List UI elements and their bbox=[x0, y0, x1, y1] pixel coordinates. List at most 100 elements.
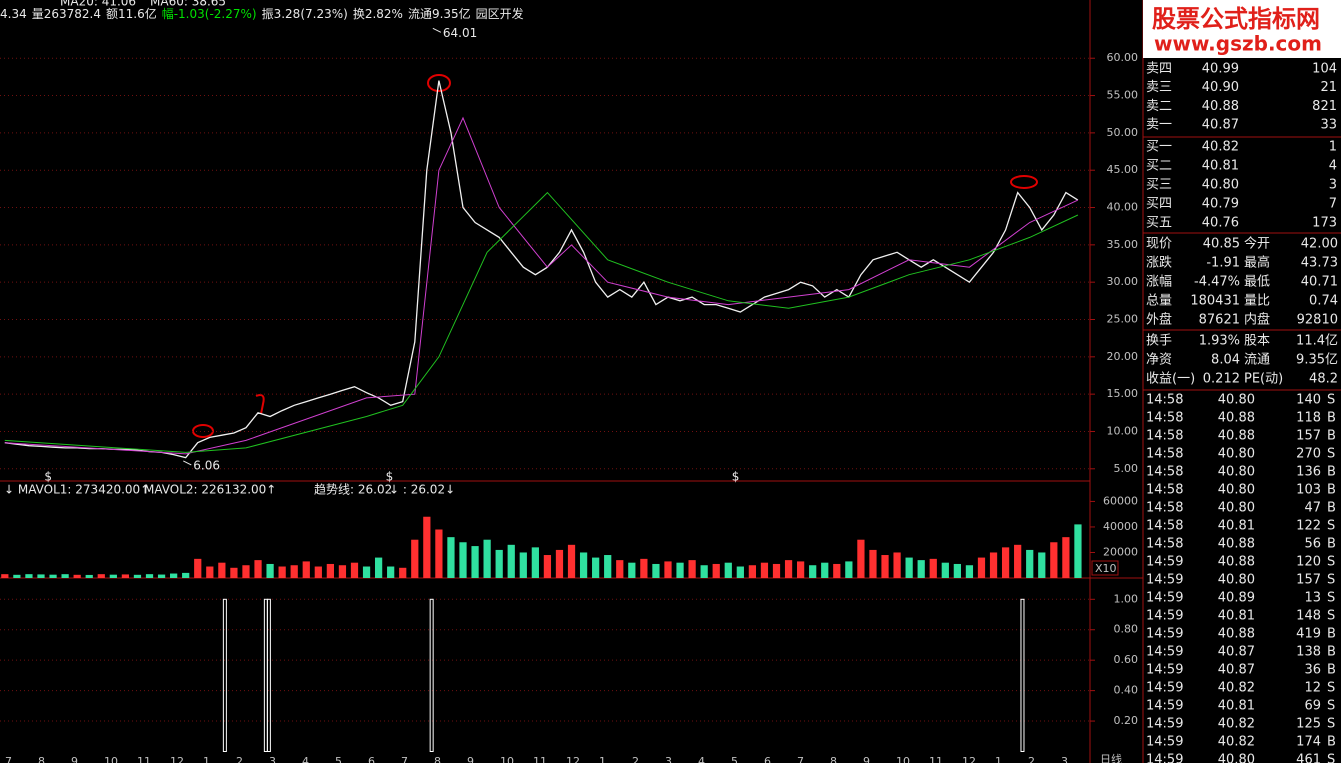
tick-volume: 12 bbox=[1304, 681, 1321, 696]
x-tick-label: 12 bbox=[170, 755, 184, 763]
x-tick-label: 9 bbox=[71, 755, 78, 763]
volume-bar bbox=[73, 574, 81, 578]
tick-price: 40.89 bbox=[1218, 591, 1255, 606]
volume-bar bbox=[953, 563, 961, 578]
volume-bar bbox=[495, 549, 503, 578]
annotation: 64.01 bbox=[443, 26, 477, 40]
volume-bar bbox=[266, 563, 274, 578]
book-volume: 1 bbox=[1329, 140, 1337, 155]
volume-bar bbox=[664, 561, 672, 578]
quote-value: 87621 bbox=[1199, 313, 1240, 328]
highlight-circle bbox=[427, 74, 451, 92]
period-label: 日线 bbox=[1100, 752, 1122, 763]
book-label: 卖四 bbox=[1146, 62, 1172, 77]
book-volume: 33 bbox=[1320, 118, 1337, 133]
tick-price: 40.80 bbox=[1218, 501, 1255, 516]
x-tick-label: 2 bbox=[1028, 755, 1035, 763]
volume-bar bbox=[326, 563, 334, 578]
tick-time: 14:59 bbox=[1146, 645, 1183, 660]
tick-price: 40.81 bbox=[1218, 519, 1255, 534]
x-tick-label: 11 bbox=[533, 755, 547, 763]
tick-side: B bbox=[1327, 429, 1336, 444]
x-tick-label: 6 bbox=[368, 755, 375, 763]
tick-volume: 118 bbox=[1296, 411, 1321, 426]
indicator-legend: ↓ MAVOL1: 273420.00↑ bbox=[4, 483, 150, 497]
y-tick-label: 0.40 bbox=[1114, 684, 1139, 697]
tick-side: S bbox=[1327, 753, 1335, 763]
tick-time: 14:58 bbox=[1146, 429, 1183, 444]
tick-time: 14:59 bbox=[1146, 555, 1183, 570]
signal-bar bbox=[266, 598, 271, 752]
x-tick-label: 12 bbox=[566, 755, 580, 763]
highlight-circle bbox=[1010, 175, 1038, 189]
volume-bar bbox=[772, 563, 781, 578]
book-price: 40.79 bbox=[1202, 197, 1239, 212]
volume-bar bbox=[471, 546, 479, 578]
book-volume: 821 bbox=[1312, 99, 1337, 114]
quote-value: 11.4亿 bbox=[1296, 334, 1338, 349]
volume-bar bbox=[567, 544, 576, 578]
tick-time: 14:58 bbox=[1146, 483, 1183, 498]
quote-label: 内盘 bbox=[1244, 312, 1270, 328]
tick-price: 40.80 bbox=[1218, 465, 1255, 480]
tick-price: 40.88 bbox=[1218, 555, 1255, 570]
tick-price: 40.82 bbox=[1218, 681, 1255, 696]
volume-bar bbox=[965, 565, 974, 578]
indicator-legend: ↓ : 26.02↓ bbox=[389, 483, 455, 497]
highlight-circles bbox=[192, 74, 1038, 438]
tick-price: 40.80 bbox=[1218, 483, 1255, 498]
x-tick-label: 11 bbox=[137, 755, 151, 763]
x-tick-label: 3 bbox=[269, 755, 276, 763]
x-tick-label: 5 bbox=[731, 755, 738, 763]
signal-bar bbox=[429, 598, 434, 752]
tick-side: B bbox=[1327, 645, 1336, 660]
x-tick-label: 1 bbox=[995, 755, 1002, 763]
tick-price: 40.88 bbox=[1218, 627, 1255, 642]
volume-bar bbox=[61, 574, 69, 578]
volume-bar bbox=[206, 566, 214, 578]
book-label: 卖一 bbox=[1146, 118, 1172, 133]
book-volume: 7 bbox=[1329, 197, 1337, 212]
x-tick-label: 12 bbox=[962, 755, 976, 763]
volume-bar bbox=[555, 549, 564, 578]
volume-bar bbox=[483, 539, 491, 578]
book-label: 卖二 bbox=[1146, 99, 1172, 114]
signal-marker: $ bbox=[44, 470, 52, 484]
volume-bar bbox=[821, 562, 829, 578]
x-tick-label: 4 bbox=[698, 755, 705, 763]
volume-bar bbox=[977, 557, 986, 578]
quote-label: 收益(一) bbox=[1146, 372, 1195, 387]
tick-side: S bbox=[1327, 447, 1335, 462]
x-tick-label: 10 bbox=[500, 755, 514, 763]
volume-bar bbox=[1014, 544, 1022, 578]
signal-marker: $ bbox=[386, 470, 394, 484]
volume-bar bbox=[25, 574, 33, 578]
y-tick-label: 40.00 bbox=[1107, 201, 1139, 214]
tick-side: B bbox=[1327, 501, 1336, 516]
highlight-circle bbox=[255, 394, 265, 415]
volume-bar bbox=[592, 557, 600, 578]
price-line bbox=[4, 80, 1079, 459]
tick-time: 14:59 bbox=[1146, 717, 1183, 732]
y-tick-label: 60.00 bbox=[1107, 51, 1139, 64]
volume-bar bbox=[387, 566, 395, 578]
tick-side: S bbox=[1327, 555, 1335, 570]
volume-bar bbox=[857, 539, 865, 578]
volume-bar bbox=[350, 562, 359, 578]
volume-bar bbox=[929, 558, 937, 578]
quote-value: 180431 bbox=[1190, 294, 1240, 309]
volume-bar bbox=[700, 565, 708, 578]
tick-price: 40.88 bbox=[1218, 537, 1255, 552]
y-tick-label: 20000 bbox=[1103, 545, 1138, 558]
signal-marker: $ bbox=[732, 470, 740, 484]
book-label: 买二 bbox=[1146, 159, 1172, 174]
header-item: 园区开发 bbox=[476, 6, 524, 21]
volume-bar bbox=[688, 560, 696, 578]
quote-label: 量比 bbox=[1244, 294, 1270, 309]
volume-bar bbox=[507, 544, 515, 578]
volume-bar bbox=[845, 561, 853, 578]
tick-side: S bbox=[1327, 609, 1335, 624]
tick-volume: 13 bbox=[1304, 591, 1321, 606]
tick-time: 14:59 bbox=[1146, 609, 1183, 624]
tick-price: 40.87 bbox=[1218, 645, 1255, 660]
